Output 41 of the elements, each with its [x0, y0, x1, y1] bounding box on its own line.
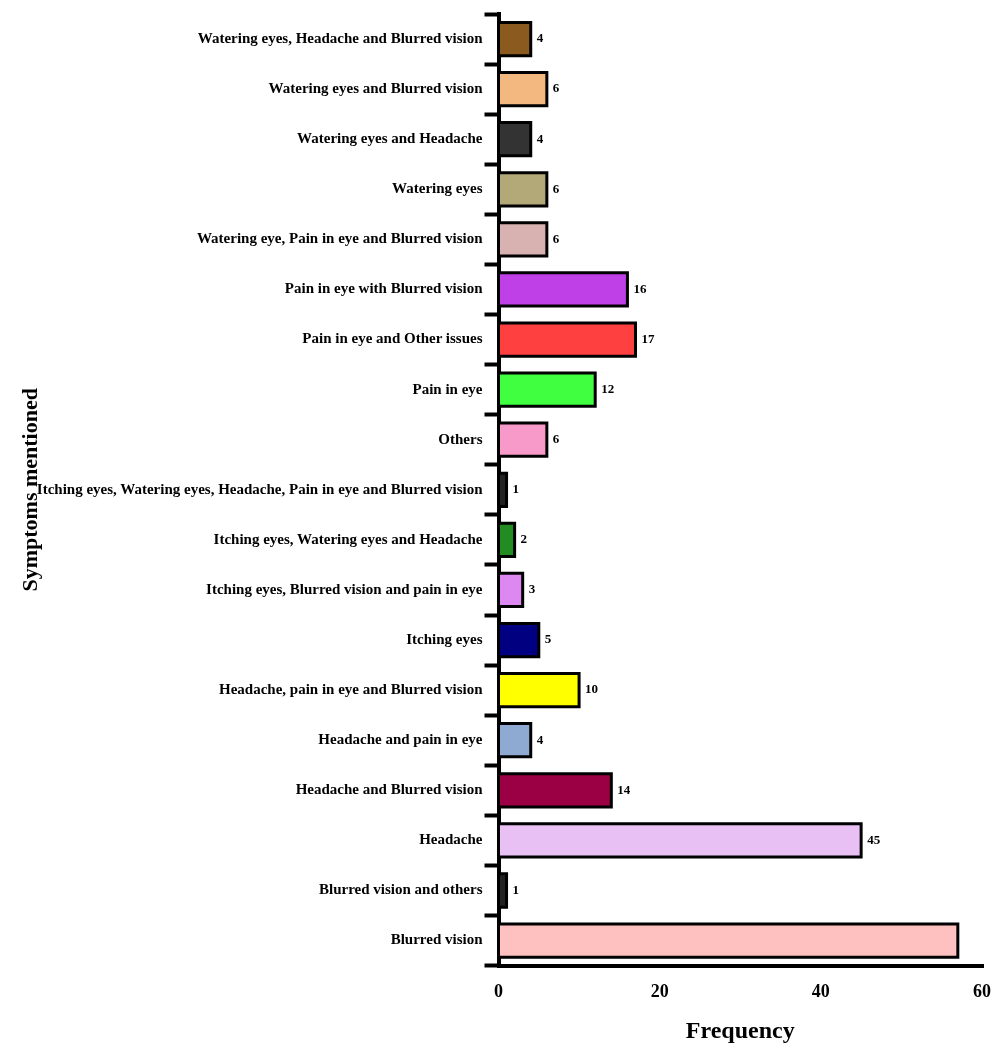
data-label: 16	[633, 280, 647, 296]
y-tick-label: Pain in eye	[412, 380, 483, 397]
x-tick-label: 20	[650, 981, 669, 1002]
y-tick-label: Headache and pain in eye	[318, 731, 483, 748]
data-label: 6	[552, 180, 560, 196]
data-label: 4	[536, 130, 544, 146]
data-label: 45	[867, 831, 881, 847]
y-tick-label: Blurred vision and others	[319, 881, 483, 898]
data-label: 12	[601, 380, 615, 396]
data-label: 1	[512, 481, 520, 497]
y-tick-label: Itching eyes, Watering eyes and Headache	[213, 530, 483, 547]
y-tick-label: Itching eyes, Blurred vision and pain in eye	[206, 580, 483, 597]
x-axis-title: Frequency	[685, 1016, 795, 1043]
data-label: 4	[536, 30, 544, 46]
y-tick-label: Itching eyes	[406, 630, 483, 647]
data-label: 1	[512, 881, 520, 897]
data-label: 6	[552, 230, 560, 246]
y-tick-label: Pain in eye and Other issues	[302, 330, 483, 347]
y-tick-label: Pain in eye with Blurred vision	[284, 280, 484, 297]
data-label: 17	[641, 330, 655, 346]
y-tick-label: Headache, pain in eye and Blurred vision	[218, 681, 484, 698]
y-tick-label: Headache and Blurred vision	[295, 781, 484, 798]
data-label: 6	[552, 80, 560, 96]
y-tick-label: Watering eyes, Headache and Blurred vision	[197, 29, 484, 46]
y-tick-label: Others	[438, 430, 483, 447]
data-label: 4	[536, 731, 544, 747]
y-tick-label: Headache	[419, 831, 483, 848]
y-tick-label: Watering eyes and Blurred vision	[268, 80, 484, 96]
y-tick-label: Watering eye, Pain in eye and Blurred vision	[196, 230, 484, 247]
y-tick-label: Watering eyes and Headache	[297, 130, 483, 147]
y-tick-label: Blurred vision	[390, 931, 484, 948]
data-label: 2	[520, 531, 528, 547]
data-label: 6	[552, 431, 560, 447]
data-label: 3	[528, 581, 536, 597]
y-tick-label: Watering eyes	[392, 180, 483, 197]
x-tick-label: 0	[494, 981, 503, 1002]
data-label: 10	[585, 681, 599, 697]
x-tick-label: 60	[973, 981, 991, 1002]
data-label: 5	[544, 631, 552, 647]
data-label: 14	[617, 781, 631, 797]
x-tick-label: 40	[811, 981, 830, 1002]
